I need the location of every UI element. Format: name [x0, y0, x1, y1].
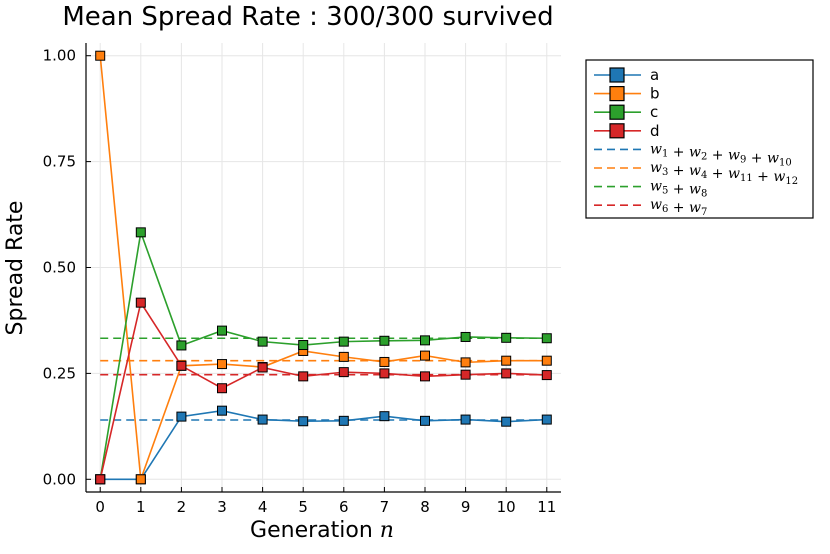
- data-point-b-8: [419, 350, 430, 361]
- data-point-c-10: [501, 332, 512, 343]
- data-point-a-10: [501, 416, 512, 427]
- data-point-a-7: [379, 411, 390, 422]
- data-point-d-7: [379, 368, 390, 379]
- axes: 0 1 2 3 4 5 6 7 8 9 10 11 0.00 0.25 0.50 0.75 1.00: [43, 43, 561, 516]
- data-point-d-4: [257, 362, 268, 373]
- x-tick-label-10: 10: [497, 498, 516, 516]
- data-point-c-9: [460, 331, 471, 342]
- x-tick-label-1: 1: [136, 498, 146, 516]
- legend-label-ref-4: w6 + w7: [650, 197, 707, 218]
- legend-label-d: d: [650, 122, 660, 140]
- data-point-d-2: [176, 360, 187, 371]
- legend-label-c: c: [650, 103, 658, 121]
- series-line-c: [99, 229, 547, 480]
- data-point-a-5: [298, 416, 309, 427]
- data-point-d-6: [338, 367, 349, 378]
- chart-title: Mean Spread Rate : 300/300 survived: [62, 2, 553, 32]
- x-tick-label-2: 2: [177, 498, 187, 516]
- x-tick-label-0: 0: [95, 498, 105, 516]
- x-tick-label-8: 8: [420, 498, 430, 516]
- legend-marker-c: [609, 104, 625, 120]
- data-point-c-4: [257, 336, 268, 347]
- series-lines: [95, 50, 552, 485]
- legend-label-b: b: [650, 85, 660, 103]
- data-point-c-1: [135, 227, 146, 238]
- legend-marker-b: [609, 85, 625, 102]
- data-point-a-9: [460, 414, 471, 425]
- x-axis-label-math: n: [380, 518, 394, 543]
- y-tick-label-0.00: 0.00: [43, 470, 76, 488]
- data-point-a-11: [541, 414, 552, 425]
- data-point-b-0: [95, 50, 106, 61]
- data-point-c-7: [379, 335, 390, 346]
- legend-label-ref-1: w1 + w2 + w9 + w10: [650, 141, 792, 168]
- data-point-c-6: [338, 336, 349, 347]
- data-point-d-11: [541, 370, 552, 381]
- x-tick-label-6: 6: [339, 498, 349, 516]
- data-point-b-3: [217, 359, 228, 370]
- series-line-d: [99, 300, 547, 480]
- series-line-a: [100, 409, 547, 481]
- y-tick-label-0.75: 0.75: [43, 153, 76, 171]
- y-tick-label-0.25: 0.25: [43, 364, 76, 382]
- x-tick-label-5: 5: [298, 498, 308, 516]
- x-tick-label-4: 4: [258, 498, 268, 516]
- data-point-d-1: [135, 297, 146, 308]
- series-line-b: [99, 55, 547, 480]
- data-point-b-10: [501, 355, 512, 366]
- data-point-c-11: [541, 333, 552, 344]
- x-tick-label-7: 7: [380, 498, 390, 516]
- data-point-c-5: [298, 340, 309, 351]
- y-tick-label-1.00: 1.00: [43, 47, 76, 65]
- data-point-c-8: [419, 335, 430, 346]
- legend-marker-d: [609, 123, 625, 139]
- legend-label-ref-2: w3 + w4 + w11 + w12: [650, 160, 798, 187]
- data-point-a-3: [217, 405, 228, 416]
- data-point-d-10: [501, 368, 512, 379]
- data-point-b-11: [541, 355, 552, 366]
- x-tick-label-3: 3: [217, 498, 227, 516]
- data-point-a-6: [338, 415, 349, 426]
- data-point-d-8: [419, 371, 430, 382]
- x-tick-label-11: 11: [537, 498, 556, 516]
- y-tick-label-0.50: 0.50: [43, 259, 76, 277]
- data-point-a-4: [257, 414, 268, 425]
- data-point-a-8: [419, 415, 430, 426]
- y-axis-label: Spread Rate: [3, 201, 28, 336]
- x-axis-label-text: Generation: [250, 518, 373, 543]
- data-point-d-0: [95, 474, 106, 485]
- data-point-b-7: [379, 356, 390, 367]
- x-axis-label: Generation n: [250, 518, 394, 543]
- data-point-b-6: [338, 351, 349, 362]
- legend-label-ref-3: w5 + w8: [650, 179, 707, 200]
- data-point-d-3: [217, 383, 228, 394]
- x-tick-label-9: 9: [461, 498, 471, 516]
- data-point-d-5: [298, 371, 309, 382]
- data-point-a-2: [176, 411, 187, 422]
- data-point-c-3: [217, 325, 228, 336]
- data-point-b-9: [460, 357, 471, 368]
- legend-label-a: a: [650, 66, 659, 84]
- data-point-c-2: [176, 340, 187, 351]
- legend-marker-a: [609, 67, 625, 83]
- data-point-b-1: [135, 474, 146, 485]
- data-point-d-9: [460, 369, 471, 380]
